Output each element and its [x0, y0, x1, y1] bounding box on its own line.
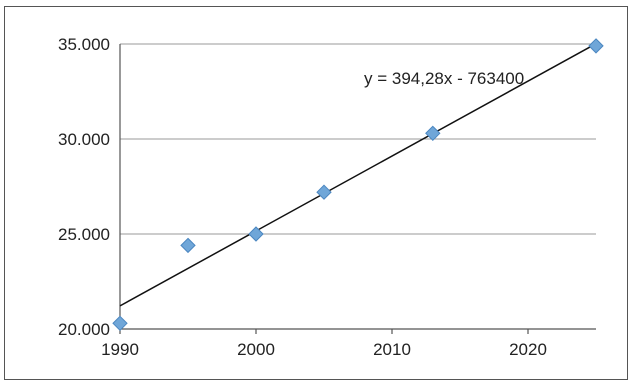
data-point-marker [588, 38, 604, 54]
chart-plot: 20.000 25.000 30.000 35.000 1990 2000 2010 2020… [58, 35, 604, 359]
data-point-marker [425, 125, 441, 142]
y-tick-label: 35.000 [58, 35, 110, 54]
x-tick-label: 1990 [101, 340, 139, 359]
data-point-marker [180, 237, 196, 254]
x-tick-label: 2020 [509, 340, 547, 359]
trendline [119, 43, 597, 307]
x-tick-label: 2000 [237, 340, 275, 359]
data-point-marker [112, 315, 128, 332]
trendline-equation-label: y = 394,28x - 763400 [364, 69, 524, 88]
data-point-marker [316, 184, 332, 200]
chart-frame: 20.000 25.000 30.000 35.000 1990 2000 2010 2020… [4, 6, 628, 380]
x-tick-label: 2010 [373, 340, 411, 359]
data-point-marker [248, 226, 264, 242]
y-tick-label: 25.000 [58, 225, 110, 244]
y-tick-label: 20.000 [58, 320, 110, 339]
y-tick-label: 30.000 [58, 130, 110, 149]
